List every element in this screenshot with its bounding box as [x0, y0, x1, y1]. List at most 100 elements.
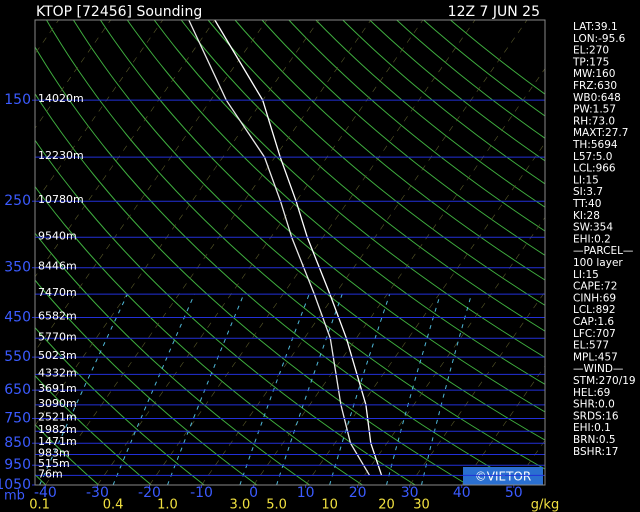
height-label: 1471m	[38, 435, 77, 448]
isotherm	[45, 20, 372, 485]
dry-adiabat	[35, 279, 258, 485]
stat-line: LON:-95.6	[573, 33, 626, 45]
stat-line: LCL:966	[573, 163, 616, 175]
mixing-ratio-label: 3.0	[230, 498, 251, 512]
chart-subtitle: 12Z 7 JUN 25	[448, 4, 540, 20]
x-tick-label: -30	[86, 485, 109, 501]
watermark: ©VIETOR	[475, 470, 531, 484]
stat-line: EL:270	[573, 45, 609, 57]
x-tick-label: -10	[190, 485, 213, 501]
stat-line: EL:577	[573, 340, 609, 352]
y-tick-label: 950	[4, 457, 31, 473]
stat-line: MW:160	[573, 68, 615, 80]
height-label: 5023m	[38, 349, 77, 362]
stat-line: LFC:707	[573, 328, 616, 340]
dewpoint-line	[188, 20, 371, 476]
x-tick-label: 0	[249, 485, 258, 501]
mixing-ratio-label: 5.0	[266, 498, 287, 512]
mixing-ratio-label: 0.4	[103, 498, 124, 512]
y-tick-label: 150	[4, 92, 31, 108]
watermark-box	[463, 467, 543, 485]
dry-adiabat	[261, 20, 545, 256]
height-label: 3691m	[38, 382, 77, 395]
mixing-ratio-line	[421, 293, 472, 485]
stat-line: LI:15	[573, 174, 599, 186]
y-tick-label: 350	[4, 260, 31, 276]
height-label: 4332m	[38, 366, 77, 379]
mixing-ratio-label: 20	[378, 498, 395, 512]
dry-adiabat	[99, 20, 545, 413]
height-label: 7470m	[38, 286, 77, 299]
height-label: 76m	[38, 467, 63, 480]
height-label: 14020m	[38, 92, 84, 105]
height-label: 983m	[38, 447, 70, 460]
stat-line: FRZ:630	[573, 80, 617, 92]
dry-adiabat	[396, 20, 545, 139]
dry-adiabat	[35, 185, 363, 485]
isotherm	[35, 20, 111, 129]
x-tick-label: 40	[453, 485, 471, 501]
dry-adiabat	[315, 20, 545, 208]
stat-line: LAT:39.1	[573, 21, 618, 33]
dry-adiabat	[126, 20, 545, 385]
stat-line: —PARCEL—	[573, 245, 633, 257]
isotherm	[97, 20, 424, 485]
stat-line: L57:5.0	[573, 151, 612, 163]
dry-adiabat	[234, 20, 545, 281]
stat-line: SW:354	[573, 222, 613, 234]
y-tick-label: 750	[4, 410, 31, 426]
isotherm	[201, 20, 528, 485]
mixing-ratio-label: 0.1	[29, 498, 50, 512]
stat-line: TT:40	[572, 198, 601, 210]
plot-area	[35, 20, 545, 485]
x-tick-label: -40	[34, 485, 57, 501]
height-label: 3090m	[38, 397, 77, 410]
height-label: 9540m	[38, 229, 77, 242]
dry-adiabat	[207, 20, 545, 306]
height-label: 8446m	[38, 260, 77, 273]
dry-adiabat	[35, 46, 522, 485]
height-label: 6582m	[38, 309, 77, 322]
dry-adiabat	[153, 20, 545, 359]
y-tick-label: 550	[4, 349, 31, 365]
x-tick-label: 10	[297, 485, 315, 501]
stat-line: STM:270/19	[573, 375, 636, 387]
height-label: 12230m	[38, 149, 84, 162]
y-axis-label: mb	[4, 489, 25, 504]
stat-line: SHR:0.0	[573, 399, 615, 411]
y-tick-label: 850	[4, 435, 31, 451]
height-label: 2521m	[38, 410, 77, 423]
chart-title: KTOP [72456] Sounding	[36, 4, 202, 20]
isotherm	[35, 20, 163, 204]
stat-line: MAXT:27.7	[573, 127, 628, 139]
stat-line: RH:73.0	[573, 115, 615, 127]
stat-line: 100 layer	[573, 257, 623, 269]
height-label: 1982m	[38, 423, 77, 436]
stat-line: EHI:0.2	[573, 233, 611, 245]
stat-line: TP:175	[572, 56, 609, 68]
stat-line: TH:5694	[572, 139, 618, 151]
stat-line: EHI:0.1	[573, 422, 611, 434]
mixing-ratio-line	[386, 293, 441, 485]
height-label: 5770m	[38, 330, 77, 343]
height-label: 515m	[38, 457, 70, 470]
isotherm	[35, 20, 320, 427]
dry-adiabat	[423, 20, 545, 117]
stat-line: HEL:69	[573, 387, 610, 399]
stat-line: CAPE:72	[573, 281, 617, 293]
stat-line: KI:28	[573, 210, 600, 222]
mixing-ratio-line	[167, 293, 245, 485]
stat-line: SRDS:16	[573, 410, 619, 422]
y-tick-label: 250	[4, 193, 31, 209]
stat-line: BRN:0.5	[573, 434, 616, 446]
stat-line: WB0:648	[573, 92, 621, 104]
height-label: 10780m	[38, 193, 84, 206]
dry-adiabat	[342, 20, 545, 185]
stat-line: —WIND—	[573, 363, 623, 375]
stat-line: PW:1.57	[573, 104, 616, 116]
stat-line: BSHR:17	[573, 446, 618, 458]
x-tick-label: 50	[505, 485, 523, 501]
y-tick-label: 450	[4, 309, 31, 325]
x-tick-label: 20	[349, 485, 367, 501]
